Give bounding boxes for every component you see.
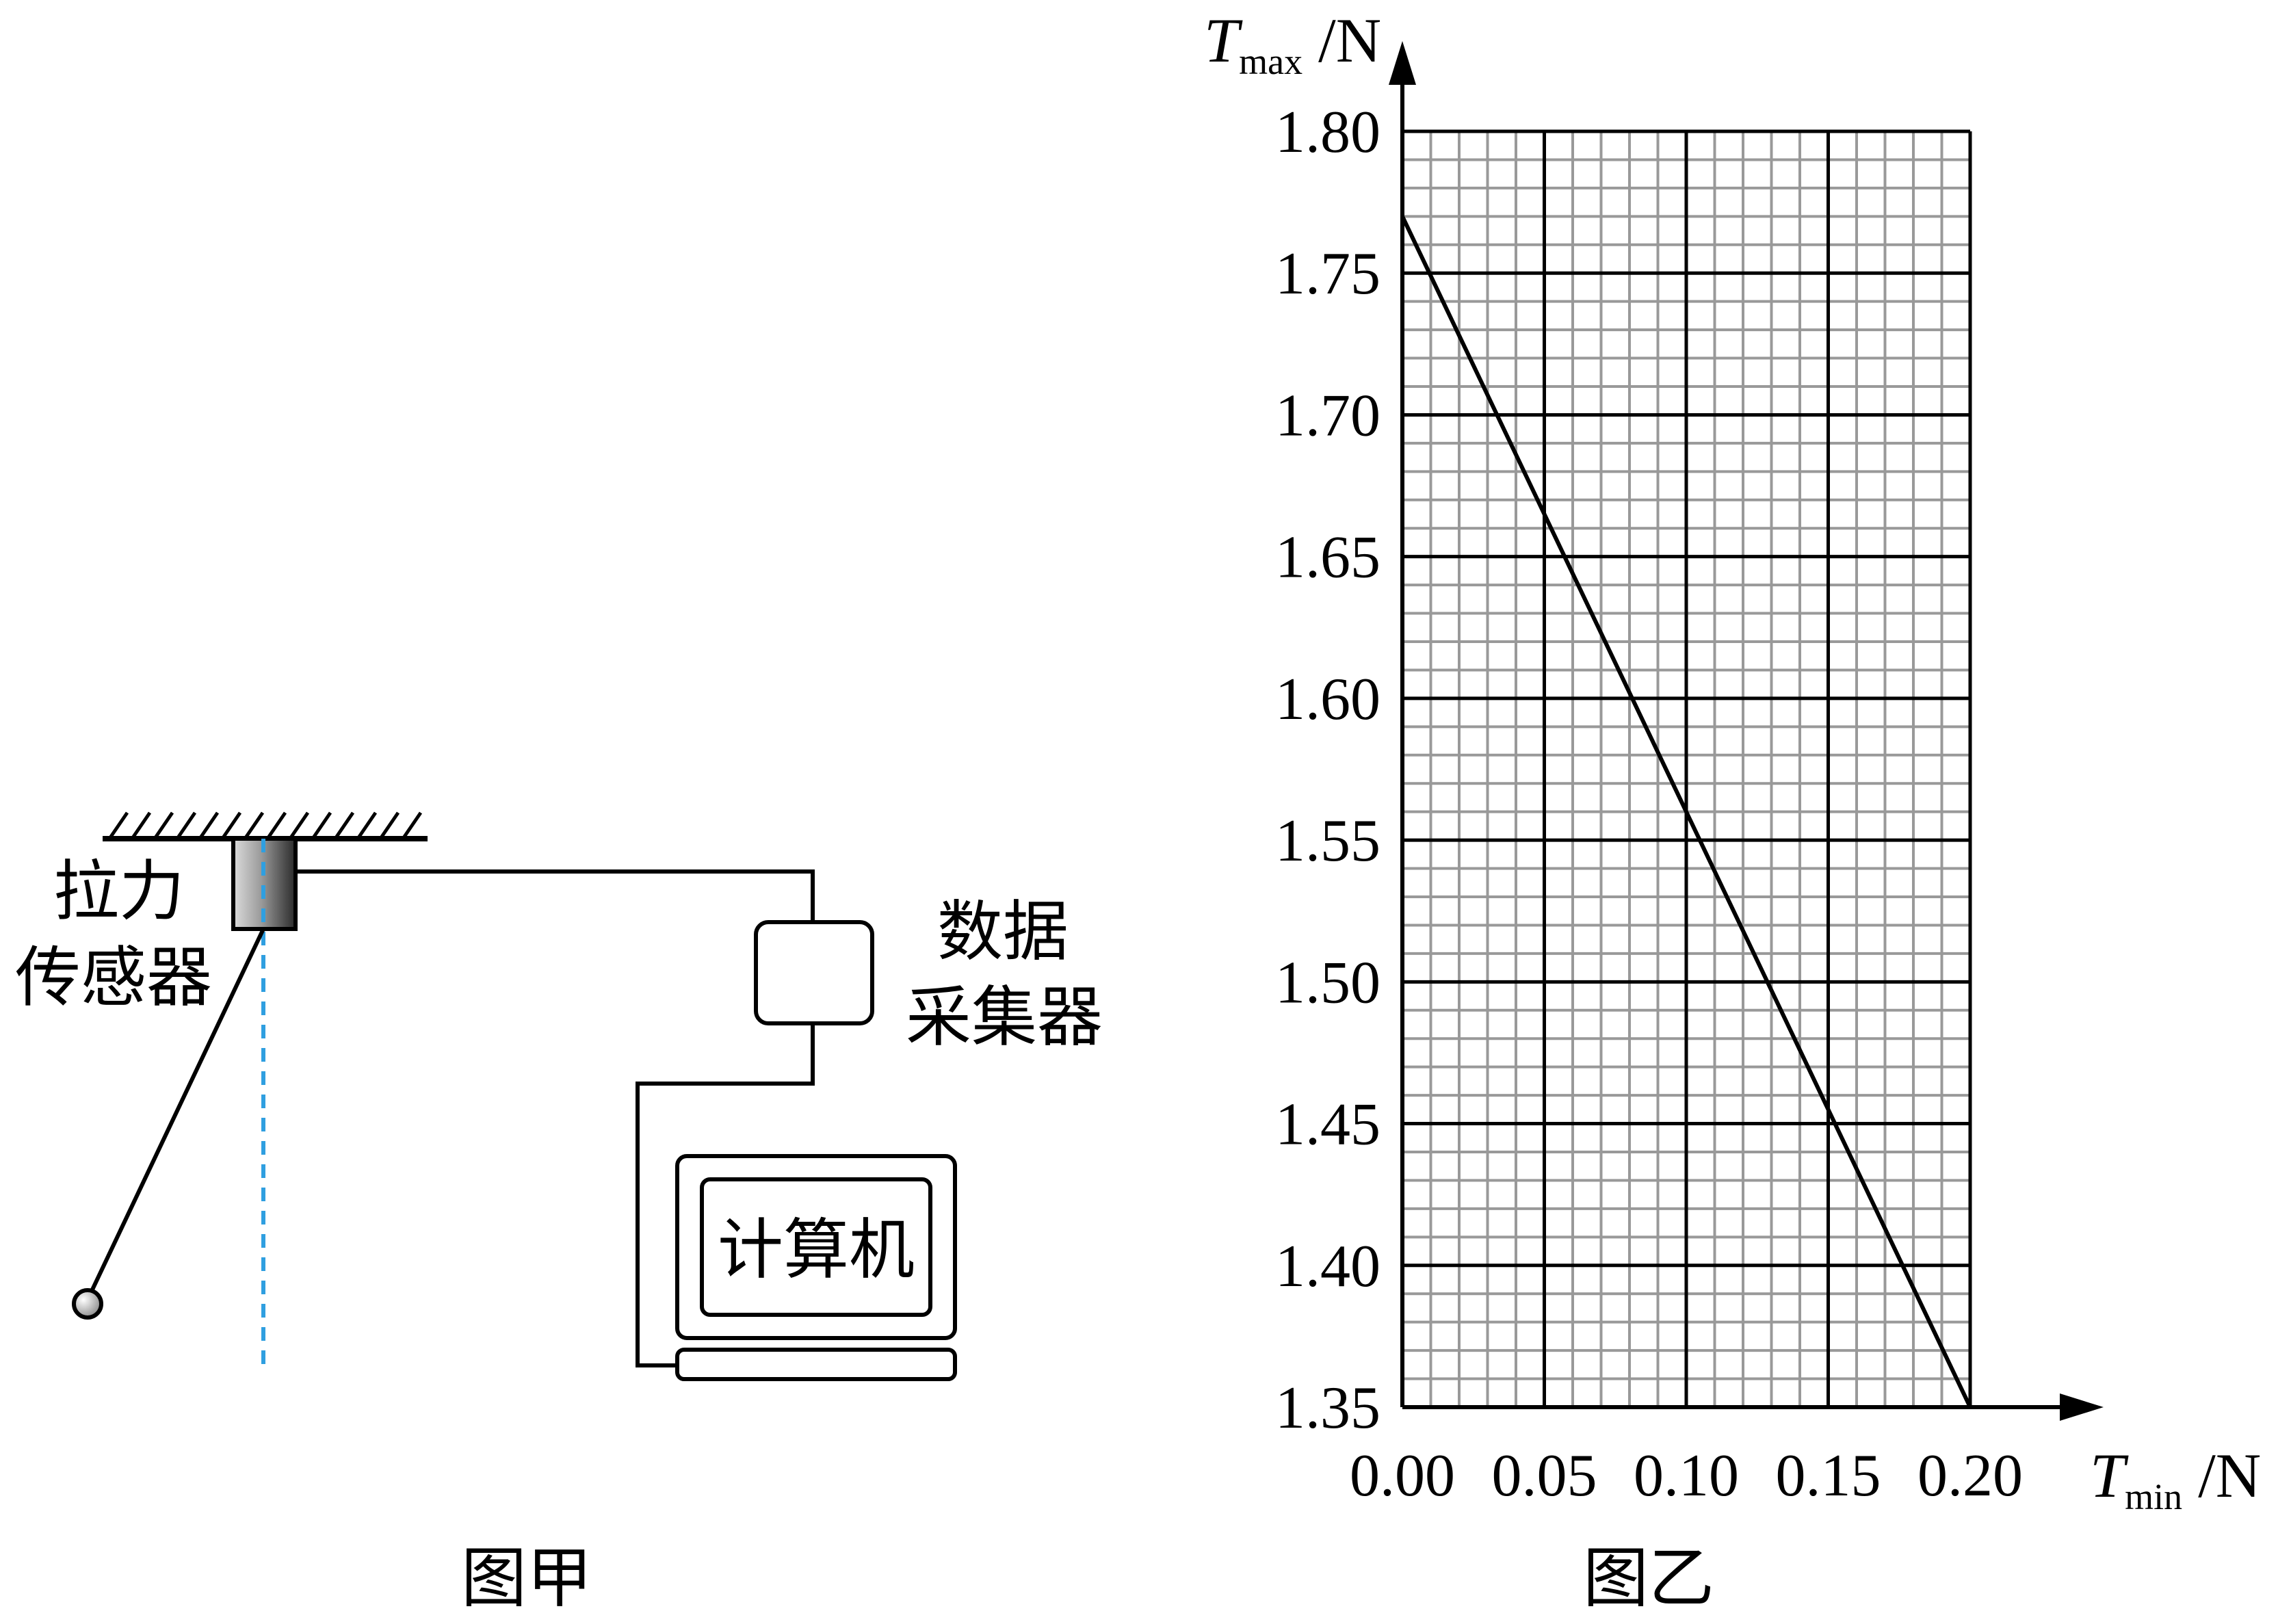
ceiling-hatch-mark: [198, 811, 220, 840]
pendulum-string: [86, 928, 265, 1301]
y-tick-label: 1.65: [1275, 525, 1380, 591]
graph-figure: 1.35 1.40 1.45 1.50 1.55 1.60 1.65 1.70 1.75 1.80…: [1204, 5, 2261, 1616]
force-sensor: [231, 837, 298, 931]
computer-keyboard: [675, 1348, 957, 1381]
figure-a-caption: 图甲: [461, 1540, 592, 1616]
ceiling-hatch-mark: [265, 811, 287, 840]
x-axis-var: T: [2090, 1441, 2129, 1510]
ceiling-hatch-mark: [175, 811, 197, 840]
ceiling-hatch-mark: [356, 811, 378, 840]
ceiling-hatch-mark: [130, 811, 152, 840]
x-axis-unit: /N: [2182, 1441, 2261, 1510]
x-axis-arrow: [2060, 1393, 2104, 1421]
y-axis-var: T: [1204, 5, 1243, 75]
y-tick-label: 1.35: [1275, 1375, 1380, 1441]
y-tick-label: 1.50: [1275, 949, 1380, 1016]
ceiling-hatch-mark: [107, 811, 129, 840]
computer-screen: [700, 1177, 932, 1317]
x-tick-label: 0.00: [1350, 1443, 1455, 1509]
ceiling-hatch-mark: [288, 811, 310, 840]
major-grid: [1402, 129, 1972, 1407]
y-axis-arrow: [1389, 41, 1416, 85]
sensor-label-line2: 传感器: [15, 939, 212, 1016]
y-tick-label: 1.75: [1275, 241, 1380, 307]
series-line: [1400, 215, 1972, 1409]
ceiling-support: [103, 811, 428, 841]
y-tick-label: 1.80: [1275, 99, 1380, 166]
y-axis-sub: max: [1239, 41, 1302, 82]
x-axis-sub: min: [2125, 1476, 2182, 1517]
collector-label-line2: 采集器: [906, 979, 1103, 1056]
x-tick-label: 0.10: [1634, 1443, 1739, 1509]
pendulum-bob: [72, 1288, 103, 1320]
y-tick-label: 1.40: [1275, 1233, 1380, 1300]
y-tick-labels: 1.35 1.40 1.45 1.50 1.55 1.60 1.65 1.70 1.75 1.80: [1275, 99, 1380, 1441]
sensor-wire: [296, 869, 815, 922]
data-series: [1400, 215, 1972, 1409]
y-axis-unit: /N: [1302, 5, 1381, 75]
apparatus-diagram: 拉力 传感器 数据 采集器 计算机 图甲: [15, 811, 1103, 1616]
ceiling-hatch-mark: [311, 811, 332, 840]
figure-b-caption: 图乙: [1583, 1540, 1714, 1616]
ceiling-hatch-mark: [333, 811, 355, 840]
x-tick-label: 0.20: [1917, 1443, 2023, 1509]
sensor-label-line1: 拉力: [53, 853, 185, 930]
x-axis-title: Tmin /N: [2090, 1441, 2261, 1517]
ceiling-hatch-mark: [243, 811, 265, 840]
collector-label-line1: 数据: [937, 893, 1069, 970]
ceiling-hatch-mark: [220, 811, 242, 840]
ceiling-hatch-mark: [153, 811, 174, 840]
y-tick-label: 1.70: [1275, 382, 1380, 449]
y-tick-label: 1.45: [1275, 1092, 1380, 1158]
y-tick-label: 1.60: [1275, 666, 1380, 733]
y-axis-title: Tmax /N: [1204, 5, 1381, 82]
ceiling-hatch-mark: [378, 811, 400, 840]
computer-label: 计算机: [718, 1212, 915, 1288]
x-tick-label: 0.05: [1492, 1443, 1597, 1509]
computer: 计算机: [675, 1154, 957, 1381]
y-tick-label: 1.55: [1275, 808, 1380, 874]
x-tick-label: 0.15: [1776, 1443, 1881, 1509]
data-collector-box: [754, 920, 874, 1025]
ceiling-hatch-mark: [401, 811, 423, 840]
computer-wire: [636, 1023, 815, 1367]
x-tick-labels: 0.00 0.05 0.10 0.15 0.20: [1350, 1443, 2023, 1509]
